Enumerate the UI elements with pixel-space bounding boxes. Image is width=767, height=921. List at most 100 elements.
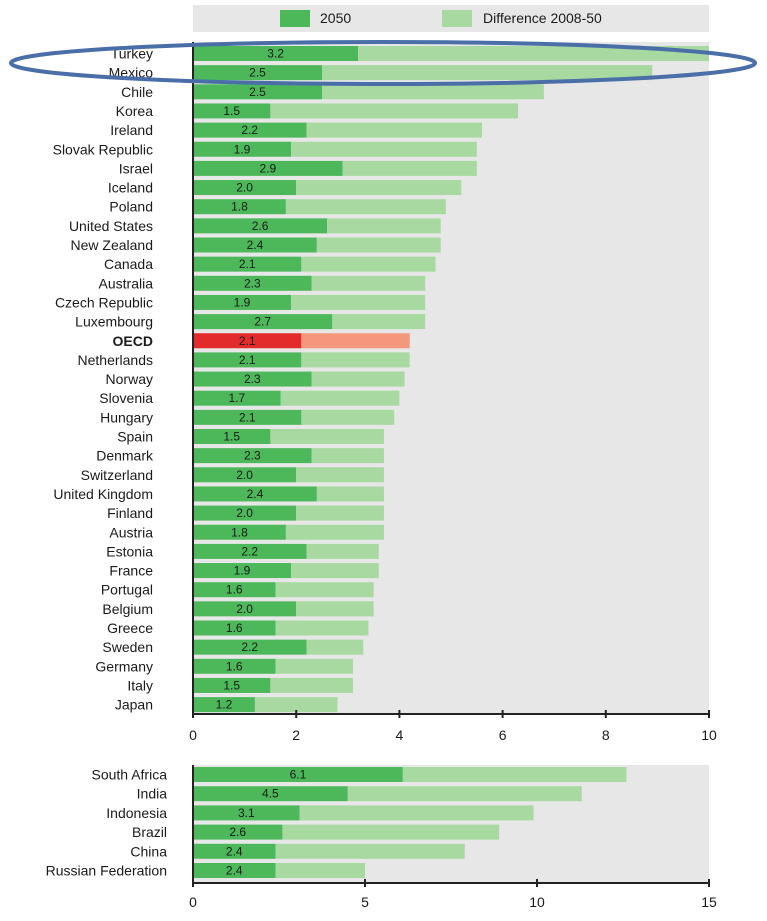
main-category-label-hungary: Hungary <box>100 409 153 425</box>
main-bar-difference-slovak-republic <box>291 141 477 157</box>
main-bar-difference-switzerland <box>296 467 384 483</box>
main-bar-difference-mexico <box>322 65 653 81</box>
main-value-label-hungary: 2.1 <box>239 410 256 424</box>
legend: 2050 Difference 2008-50 <box>193 5 709 32</box>
main-value-label-united-kingdom: 2.4 <box>247 487 264 501</box>
emerging-bar-difference-indonesia <box>299 805 534 821</box>
main-category-label-france: France <box>109 563 153 579</box>
main-value-label-belgium: 2.0 <box>236 602 253 616</box>
main-category-label-united-states: United States <box>69 218 153 234</box>
emerging-x-tick-label-15: 15 <box>701 894 717 910</box>
main-value-label-italy: 1.5 <box>223 678 240 692</box>
main-bar-2050-belgium <box>193 601 297 617</box>
main-bar-difference-poland <box>285 199 446 215</box>
emerging-category-label-russian-federation: Russian Federation <box>46 863 167 879</box>
main-category-label-canada: Canada <box>104 256 153 272</box>
main-value-label-korea: 1.5 <box>223 104 240 118</box>
main-value-label-slovak-republic: 1.9 <box>234 142 251 156</box>
main-bar-difference-united-states <box>327 218 441 234</box>
main-category-label-australia: Australia <box>99 275 154 291</box>
main-x-tick-label-2: 2 <box>292 727 300 743</box>
emerging-value-label-indonesia: 3.1 <box>238 806 255 820</box>
main-category-label-united-kingdom: United Kingdom <box>53 486 153 502</box>
main-bar-difference-oecd <box>301 333 410 349</box>
main-category-label-norway: Norway <box>106 371 153 387</box>
emerging-x-tick-label-0: 0 <box>189 894 197 910</box>
main-bar-difference-turkey <box>358 46 709 61</box>
main-value-label-switzerland: 2.0 <box>236 468 253 482</box>
main-value-label-slovenia: 1.7 <box>229 391 246 405</box>
main-value-label-israel: 2.9 <box>259 161 276 175</box>
main-value-label-chile: 2.5 <box>249 85 266 99</box>
main-bar-difference-sweden <box>306 639 364 655</box>
main-category-label-ireland: Ireland <box>110 122 153 138</box>
main-category-label-luxembourg: Luxembourg <box>75 314 153 330</box>
main-bar-difference-australia <box>311 275 426 291</box>
main-x-tick-label-4: 4 <box>396 727 404 743</box>
main-value-label-oecd: 2.1 <box>239 334 256 348</box>
emerging-bar-2050-china <box>193 843 276 859</box>
main-bar-difference-israel <box>342 160 477 176</box>
main-value-label-denmark: 2.3 <box>244 449 261 463</box>
emerging-category-label-india: India <box>137 786 168 802</box>
main-bar-difference-iceland <box>296 180 462 196</box>
main-value-label-australia: 2.3 <box>244 276 261 290</box>
emerging-x-tick-label-5: 5 <box>361 894 369 910</box>
main-value-label-czech-republic: 1.9 <box>234 295 251 309</box>
emerging-value-label-india: 4.5 <box>262 787 279 801</box>
main-category-label-finland: Finland <box>107 505 153 521</box>
main-bar-difference-canada <box>301 256 436 272</box>
main-bar-2050-chile <box>193 84 322 100</box>
main-category-label-slovak-republic: Slovak Republic <box>53 141 153 157</box>
emerging-bar-2050-indonesia <box>193 805 300 821</box>
emerging-bar-2050-south-africa <box>193 767 403 782</box>
main-category-label-switzerland: Switzerland <box>81 467 153 483</box>
main-bar-difference-ireland <box>306 122 482 138</box>
main-bar-2050-australia <box>193 275 312 291</box>
main-value-label-united-states: 2.6 <box>252 219 269 233</box>
main-category-label-italy: Italy <box>127 677 153 693</box>
emerging-bar-difference-india <box>347 786 582 802</box>
emerging-bar-difference-brazil <box>282 824 500 840</box>
main-bar-difference-netherlands <box>301 352 410 368</box>
main-bar-difference-norway <box>311 371 405 387</box>
main-category-label-greece: Greece <box>107 620 153 636</box>
main-bar-2050-japan <box>193 697 255 713</box>
main-bar-difference-hungary <box>301 409 395 425</box>
main-bar-2050-italy <box>193 677 271 693</box>
main-bar-difference-luxembourg <box>332 314 426 330</box>
main-bar-2050-finland <box>193 505 297 521</box>
main-value-label-luxembourg: 2.7 <box>254 315 271 329</box>
legend-label-difference: Difference 2008-50 <box>483 10 602 26</box>
main-bar-difference-estonia <box>306 543 379 559</box>
main-bar-difference-finland <box>296 505 384 521</box>
main-bar-difference-slovenia <box>280 390 400 406</box>
legend-swatch-2050 <box>280 10 310 27</box>
main-category-label-oecd: OECD <box>113 333 153 349</box>
main-bar-2050-hungary <box>193 409 302 425</box>
main-category-label-germany: Germany <box>95 658 153 674</box>
main-value-label-portugal: 1.6 <box>226 583 243 597</box>
main-category-label-austria: Austria <box>109 524 153 540</box>
main-category-label-estonia: Estonia <box>106 543 153 559</box>
main-bar-2050-germany <box>193 658 276 674</box>
main-category-label-czech-republic: Czech Republic <box>55 294 153 310</box>
emerging-bar-2050-russian-federation <box>193 863 276 878</box>
main-category-label-poland: Poland <box>109 199 153 215</box>
main-category-label-netherlands: Netherlands <box>78 352 154 368</box>
legend-swatch-difference <box>442 10 472 27</box>
main-category-label-denmark: Denmark <box>96 448 154 464</box>
main-value-label-netherlands: 2.1 <box>239 353 256 367</box>
main-bar-2050-new-zealand <box>193 237 317 253</box>
main-category-label-korea: Korea <box>116 103 154 119</box>
emerging-value-label-russian-federation: 2.4 <box>226 864 243 878</box>
main-category-label-chile: Chile <box>121 84 153 100</box>
main-bar-2050-slovak-republic <box>193 141 292 157</box>
emerging-chart-panel: 6.1 South Africa 4.5 India 3.1 Indonesia 2.6 Br… <box>46 765 717 910</box>
main-category-label-israel: Israel <box>119 160 153 176</box>
main-category-label-japan: Japan <box>115 697 153 713</box>
emerging-value-label-brazil: 2.6 <box>229 825 246 839</box>
main-bar-2050-sweden <box>193 639 307 655</box>
main-bar-difference-belgium <box>296 601 374 617</box>
main-bar-2050-luxembourg <box>193 314 333 330</box>
